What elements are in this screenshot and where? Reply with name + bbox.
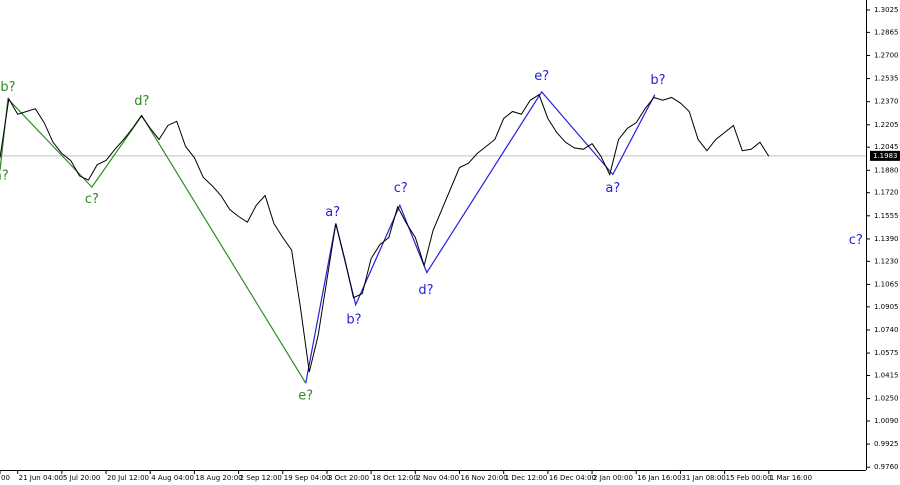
y-tick-label: 1.2865 (874, 28, 899, 36)
y-tick-label: 1.3025 (874, 6, 899, 14)
x-tick-label: 18 Aug 20:00 (195, 474, 242, 482)
x-tick-label: 21 Jun 04:00 (19, 474, 63, 482)
x-tick-label: 18 Oct 12:00 (372, 474, 418, 482)
y-tick-label: 1.0575 (874, 349, 899, 357)
wave-label: a? (0, 168, 9, 183)
y-tick-label: 0.9925 (874, 440, 899, 448)
y-tick-label: 1.0090 (874, 417, 899, 425)
wave-label: e? (298, 388, 313, 403)
y-tick-label: 1.1555 (874, 212, 899, 220)
y-tick-label: 1.2205 (874, 121, 899, 129)
wave-label: d? (134, 94, 149, 109)
x-tick-label: 1 Dec 12:00 (505, 474, 548, 482)
last-price-box (870, 150, 900, 161)
wave-label: a? (325, 205, 340, 220)
y-tick-label: 1.2370 (874, 98, 899, 106)
wave-label: b? (346, 313, 361, 328)
y-tick-label: 1.1390 (874, 235, 899, 243)
y-tick-label: 1.1065 (874, 280, 899, 288)
x-tick-label: 20 Jul 12:00 (107, 474, 149, 482)
last-price-label: 1.1983 (873, 152, 898, 160)
wave-label: d? (418, 283, 433, 298)
x-tick-label: 00 (1, 474, 10, 482)
y-tick-label: 1.2045 (874, 143, 899, 151)
price-line (0, 93, 770, 373)
x-tick-label: 16 Nov 20:00 (461, 474, 508, 482)
wave-label: c? (85, 192, 99, 207)
y-tick-label: 1.1230 (874, 257, 899, 265)
wave-label: c? (849, 233, 863, 248)
y-tick-label: 1.0740 (874, 326, 899, 334)
x-tick-label: 4 Aug 04:00 (151, 474, 194, 482)
y-tick-label: 0.9760 (874, 463, 899, 471)
wave-label: b? (650, 73, 665, 88)
x-tick-label: 2 Jan 00:00 (593, 474, 633, 482)
y-tick-label: 1.2700 (874, 51, 899, 59)
x-tick-label: 5 Jul 20:00 (63, 474, 101, 482)
wave-label: e? (534, 69, 549, 84)
x-tick-label: 3 Oct 20:00 (328, 474, 369, 482)
wave-label: c? (394, 181, 408, 196)
y-tick-label: 1.2535 (874, 75, 899, 83)
x-tick-label: 31 Jan 08:00 (681, 474, 725, 482)
x-tick-label: 15 Feb 00:00 (726, 474, 772, 482)
y-tick-label: 1.0250 (874, 395, 899, 403)
wave-label: b? (0, 80, 15, 95)
y-tick-label: 1.0415 (874, 371, 899, 379)
y-tick-label: 1.1880 (874, 166, 899, 174)
x-tick-label: 2 Sep 12:00 (240, 474, 282, 482)
y-tick-label: 1.0905 (874, 303, 899, 311)
wave-label: a? (605, 181, 620, 196)
x-tick-label: 16 Dec 04:00 (549, 474, 596, 482)
x-tick-label: 1 Mar 16:00 (770, 474, 812, 482)
x-tick-label: 2 Nov 04:00 (416, 474, 459, 482)
x-tick-label: 16 Jan 16:00 (637, 474, 681, 482)
x-tick-label: 19 Sep 04:00 (284, 474, 331, 482)
y-tick-label: 1.1720 (874, 189, 899, 197)
